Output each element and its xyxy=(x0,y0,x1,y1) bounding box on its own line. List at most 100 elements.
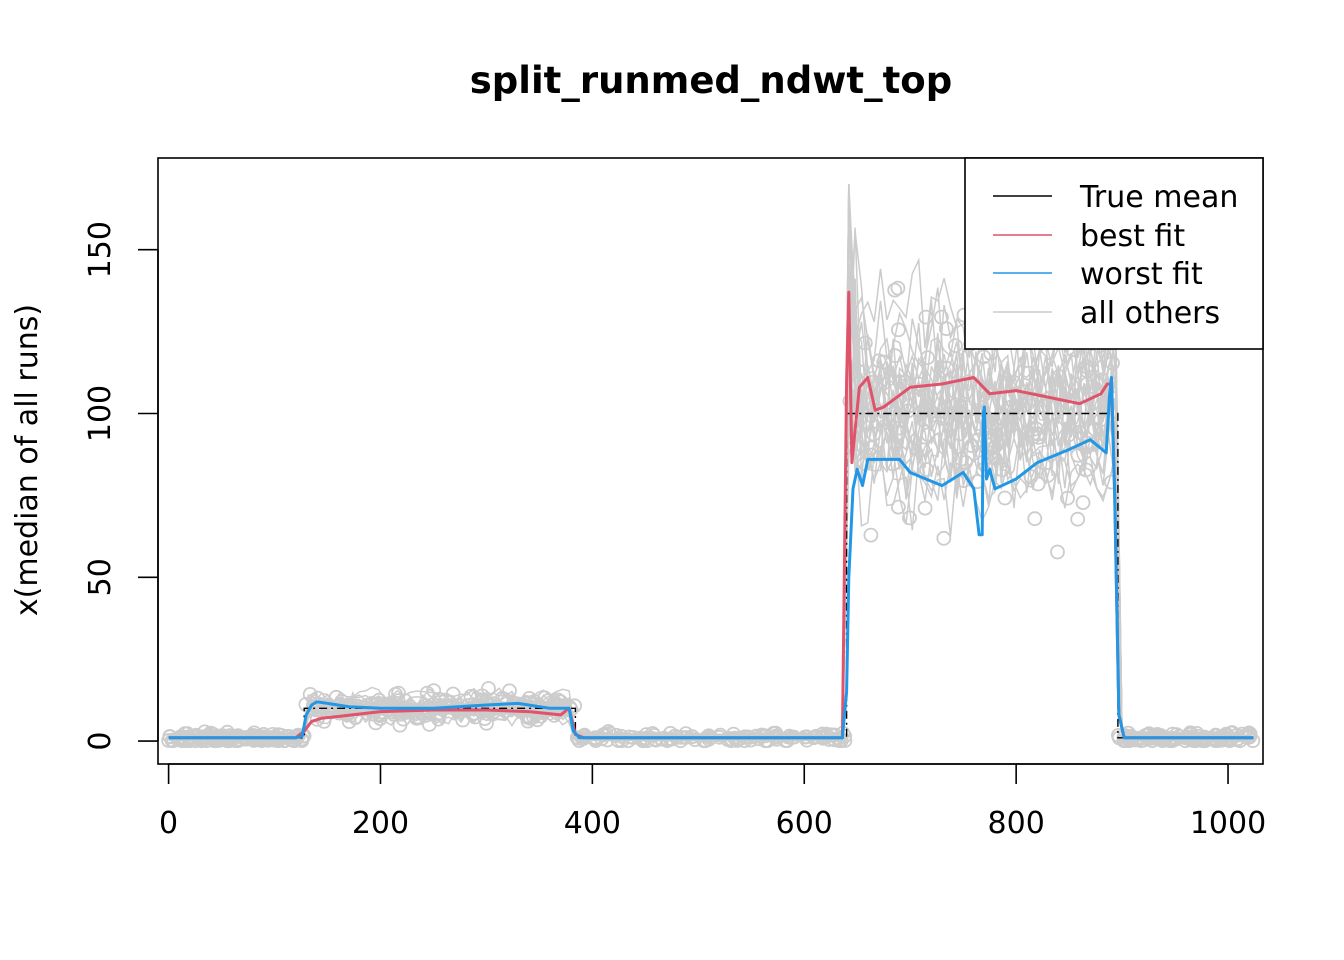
other-run-point xyxy=(310,690,326,706)
other-run-point xyxy=(1105,355,1120,371)
other-run-point xyxy=(758,728,774,744)
other-run-point xyxy=(1222,733,1238,749)
other-run-point xyxy=(667,728,683,744)
other-run-point xyxy=(866,426,881,442)
y-tick-label: 50 xyxy=(83,558,118,596)
best-fit-line xyxy=(168,290,1254,740)
other-run-point xyxy=(1025,429,1041,445)
other-run-point xyxy=(1118,733,1134,749)
other-run-point xyxy=(890,499,906,515)
other-run-point xyxy=(1060,490,1075,506)
other-run-point xyxy=(863,447,879,463)
worst-fit-line xyxy=(168,376,1254,740)
other-run-point xyxy=(964,438,980,454)
legend-label-all-others: all others xyxy=(1080,296,1220,331)
other-run-point xyxy=(219,733,235,749)
other-run-point xyxy=(392,717,408,733)
other-run-point xyxy=(1020,365,1036,381)
legend-label-true-mean: True mean xyxy=(1079,180,1238,215)
other-run-point xyxy=(892,374,908,390)
other-run-point xyxy=(199,733,215,749)
other-run-point xyxy=(1072,424,1087,440)
x-tick-label: 400 xyxy=(564,806,621,841)
other-run-point xyxy=(851,364,867,380)
other-run-point xyxy=(431,711,446,727)
other-run-point xyxy=(1237,728,1253,744)
other-run-point xyxy=(659,733,675,749)
other-run-point xyxy=(876,354,892,370)
other-run-point xyxy=(923,403,938,419)
other-run-point xyxy=(936,530,952,546)
other-run-point xyxy=(857,335,873,351)
other-run-point xyxy=(1061,427,1077,443)
other-run-point xyxy=(419,685,435,701)
x-tick-label: 800 xyxy=(988,806,1045,841)
other-run-point xyxy=(481,681,496,696)
other-run-point xyxy=(863,440,879,456)
other-run-point xyxy=(863,527,879,543)
other-run-point xyxy=(1091,375,1107,391)
legend-box xyxy=(964,157,1264,350)
other-run-point xyxy=(254,733,270,749)
other-run-point xyxy=(316,714,332,729)
other-run-point xyxy=(939,360,955,376)
other-run-point xyxy=(166,733,181,749)
other-run-point xyxy=(1234,726,1250,742)
other-run-point xyxy=(890,280,906,296)
other-run-point xyxy=(919,462,934,477)
fits-layer xyxy=(168,290,1254,740)
other-run-point xyxy=(934,309,949,325)
other-run-point xyxy=(991,422,1006,438)
other-run-point xyxy=(918,309,934,325)
other-run-point xyxy=(948,338,963,354)
other-run-point xyxy=(260,733,276,748)
other-run-point xyxy=(1004,418,1019,434)
y-tick-label: 0 xyxy=(83,732,118,751)
other-run-point xyxy=(1051,369,1067,385)
other-run-point xyxy=(885,456,901,472)
other-run-point xyxy=(958,454,973,470)
other-run-point xyxy=(477,711,493,726)
other-run-point xyxy=(1023,469,1039,485)
other-run-point xyxy=(391,698,407,714)
other-run-point xyxy=(997,490,1013,506)
other-run-point xyxy=(646,728,662,743)
x-tick-label: 0 xyxy=(159,806,178,841)
other-run-point xyxy=(1027,511,1043,527)
y-axis-label: x(median of all runs) xyxy=(10,304,45,616)
other-run-point xyxy=(935,410,951,426)
other-run-point xyxy=(920,427,936,443)
chart-title: split_runmed_ndwt_top xyxy=(470,59,952,102)
other-run-point xyxy=(778,733,793,749)
other-run-point xyxy=(891,322,906,338)
other-run-point xyxy=(268,732,284,748)
other-run-point xyxy=(1078,462,1094,478)
other-run-point xyxy=(1028,421,1044,437)
other-run-point xyxy=(1084,360,1100,376)
other-run-point xyxy=(1149,727,1165,742)
y-tick-label: 150 xyxy=(83,221,118,278)
other-run-point xyxy=(953,398,969,414)
other-run-point xyxy=(865,374,880,390)
other-run-point xyxy=(952,426,968,442)
other-run-point xyxy=(954,451,969,467)
other-run-point xyxy=(915,442,931,458)
other-run-point xyxy=(993,411,1009,426)
other-run-point xyxy=(545,697,560,713)
other-run-point xyxy=(1036,398,1052,414)
other-run-point xyxy=(920,350,935,366)
other-run-point xyxy=(815,726,831,742)
other-run-point xyxy=(902,510,917,526)
other-run-point xyxy=(1094,372,1110,388)
other-run-point xyxy=(887,282,903,298)
other-run-point xyxy=(831,733,847,749)
x-tick-label: 1000 xyxy=(1190,806,1266,841)
legend: True mean best fit worst fit all others xyxy=(964,157,1264,350)
legend-label-worst-fit: worst fit xyxy=(1080,257,1203,292)
other-run-point xyxy=(1070,447,1086,463)
legend-label-best-fit: best fit xyxy=(1080,219,1185,254)
other-run-point xyxy=(494,701,510,717)
other-run-point xyxy=(230,733,246,749)
